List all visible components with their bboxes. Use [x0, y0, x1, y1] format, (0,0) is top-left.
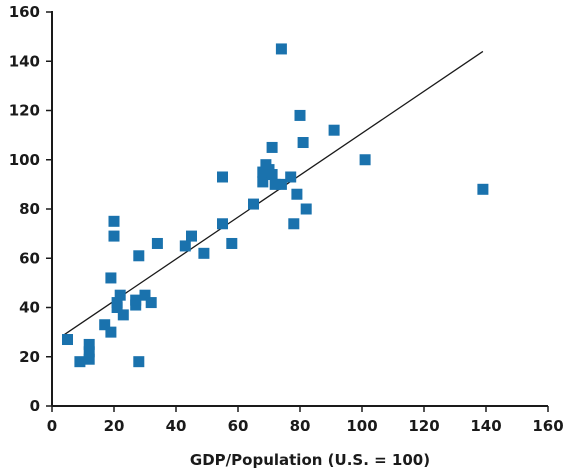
x-axis-label: GDP/Population (U.S. = 100): [190, 451, 430, 469]
y-tick-label: 160: [9, 3, 40, 21]
data-point: [359, 154, 371, 166]
data-point: [217, 171, 228, 183]
x-tick-label: 120: [408, 417, 439, 435]
y-tick-label: 60: [19, 249, 40, 267]
data-point: [186, 230, 197, 242]
data-point: [83, 338, 95, 350]
data-point: [257, 176, 269, 188]
x-tick-label: 0: [47, 417, 57, 435]
data-point: [151, 237, 163, 249]
data-point: [62, 334, 73, 346]
data-point: [257, 166, 269, 178]
y-tick-label: 120: [9, 102, 40, 120]
data-point: [74, 356, 86, 368]
data-point: [105, 272, 117, 284]
data-point: [266, 169, 278, 181]
data-point: [130, 294, 142, 306]
data-point: [108, 230, 120, 242]
data-point: [105, 326, 117, 338]
data-point: [266, 141, 278, 153]
x-tick-label: 140: [470, 417, 501, 435]
data-point: [217, 218, 228, 230]
data-point: [288, 218, 300, 230]
data-point: [108, 215, 120, 227]
trendline: [64, 50, 484, 336]
data-point: [275, 43, 287, 55]
data-point: [83, 346, 95, 358]
trendline-group: [64, 50, 484, 336]
data-point: [83, 353, 95, 365]
x-tick-label: 60: [228, 417, 249, 435]
data-point: [297, 137, 309, 149]
data-point: [117, 309, 129, 321]
y-tick-label: 140: [9, 52, 40, 70]
data-point: [275, 178, 287, 190]
x-tick-label: 100: [346, 417, 377, 435]
data-point: [111, 297, 123, 309]
y-tick-label: 80: [19, 200, 40, 218]
y-tick-label: 100: [9, 151, 40, 169]
data-point: [133, 356, 145, 368]
data-point: [248, 198, 259, 210]
x-tick-label: 80: [290, 417, 311, 435]
data-point: [226, 237, 238, 249]
x-tick-label: 20: [104, 417, 125, 435]
y-tick-label: 40: [19, 299, 40, 317]
data-point: [139, 289, 151, 301]
ticks: 0 20 40 60 80 100 120 140 160 0 20 40 60 80 100 120 140 1…: [9, 3, 564, 435]
data-point: [179, 240, 191, 252]
data-point: [291, 188, 303, 200]
data-point: [477, 183, 489, 195]
x-tick-label: 40: [166, 417, 187, 435]
data-point: [133, 250, 145, 262]
data-point: [328, 124, 340, 136]
data-point: [300, 203, 312, 215]
y-tick-label: 0: [30, 397, 40, 415]
y-tick-label: 20: [19, 348, 40, 366]
data-point: [294, 109, 306, 121]
data-point: [198, 247, 210, 259]
data-point: [114, 289, 126, 301]
x-tick-label: 160: [532, 417, 563, 435]
data-point: [285, 171, 297, 183]
data-points: [62, 43, 489, 368]
data-point: [99, 319, 111, 331]
data-point: [145, 297, 157, 309]
data-point: [269, 178, 281, 190]
axes: [51, 11, 548, 407]
